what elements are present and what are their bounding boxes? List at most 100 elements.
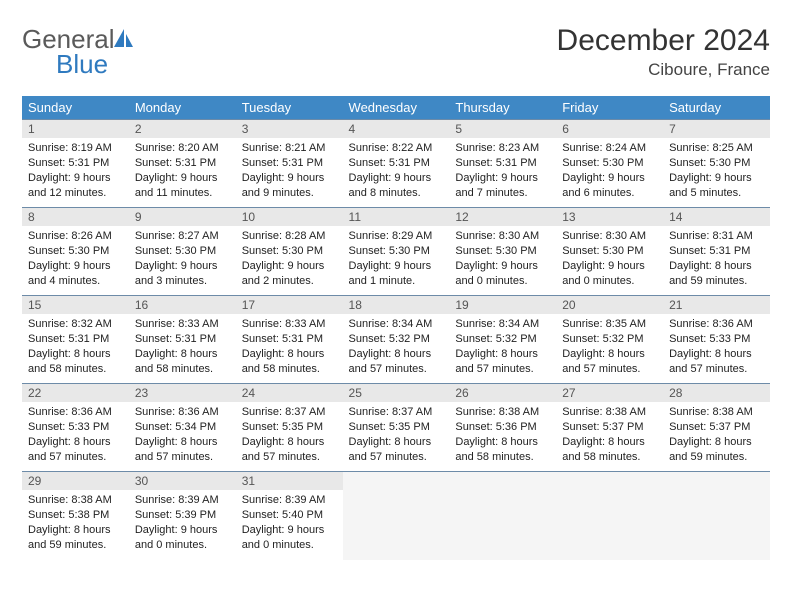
- sunrise-line: Sunrise: 8:24 AM: [562, 142, 646, 154]
- sunset-line: Sunset: 5:30 PM: [28, 245, 109, 257]
- day-number: 16: [129, 296, 236, 314]
- daylight-line: Daylight: 8 hours and 58 minutes.: [28, 348, 111, 375]
- daylight-line: Daylight: 8 hours and 57 minutes.: [28, 436, 111, 463]
- calendar-day: 13Sunrise: 8:30 AMSunset: 5:30 PMDayligh…: [556, 208, 663, 296]
- sunset-line: Sunset: 5:31 PM: [242, 333, 323, 345]
- calendar-day: 1Sunrise: 8:19 AMSunset: 5:31 PMDaylight…: [22, 120, 129, 208]
- calendar-day: 10Sunrise: 8:28 AMSunset: 5:30 PMDayligh…: [236, 208, 343, 296]
- day-body: Sunrise: 8:38 AMSunset: 5:38 PMDaylight:…: [22, 490, 129, 556]
- sunset-line: Sunset: 5:30 PM: [562, 245, 643, 257]
- calendar-day: 21Sunrise: 8:36 AMSunset: 5:33 PMDayligh…: [663, 296, 770, 384]
- sunset-line: Sunset: 5:31 PM: [135, 157, 216, 169]
- day-number: 26: [449, 384, 556, 402]
- calendar-day: 25Sunrise: 8:37 AMSunset: 5:35 PMDayligh…: [343, 384, 450, 472]
- weekday-header-row: SundayMondayTuesdayWednesdayThursdayFrid…: [22, 96, 770, 120]
- weekday-header: Thursday: [449, 96, 556, 120]
- calendar-day: 28Sunrise: 8:38 AMSunset: 5:37 PMDayligh…: [663, 384, 770, 472]
- calendar-day: 3Sunrise: 8:21 AMSunset: 5:31 PMDaylight…: [236, 120, 343, 208]
- calendar-day: 12Sunrise: 8:30 AMSunset: 5:30 PMDayligh…: [449, 208, 556, 296]
- sunrise-line: Sunrise: 8:20 AM: [135, 142, 219, 154]
- sunrise-line: Sunrise: 8:26 AM: [28, 230, 112, 242]
- calendar-day: 2Sunrise: 8:20 AMSunset: 5:31 PMDaylight…: [129, 120, 236, 208]
- calendar-day: 26Sunrise: 8:38 AMSunset: 5:36 PMDayligh…: [449, 384, 556, 472]
- day-body: Sunrise: 8:36 AMSunset: 5:33 PMDaylight:…: [663, 314, 770, 380]
- day-number: 20: [556, 296, 663, 314]
- calendar-day: 27Sunrise: 8:38 AMSunset: 5:37 PMDayligh…: [556, 384, 663, 472]
- location-label: Ciboure, France: [557, 60, 770, 80]
- day-body: Sunrise: 8:20 AMSunset: 5:31 PMDaylight:…: [129, 138, 236, 204]
- day-number: 23: [129, 384, 236, 402]
- calendar-day: 14Sunrise: 8:31 AMSunset: 5:31 PMDayligh…: [663, 208, 770, 296]
- sunset-line: Sunset: 5:32 PM: [349, 333, 430, 345]
- weekday-header: Saturday: [663, 96, 770, 120]
- day-number: 6: [556, 120, 663, 138]
- daylight-line: Daylight: 8 hours and 58 minutes.: [562, 436, 645, 463]
- sunrise-line: Sunrise: 8:35 AM: [562, 318, 646, 330]
- calendar-day: 29Sunrise: 8:38 AMSunset: 5:38 PMDayligh…: [22, 472, 129, 560]
- calendar-day: 9Sunrise: 8:27 AMSunset: 5:30 PMDaylight…: [129, 208, 236, 296]
- daylight-line: Daylight: 9 hours and 0 minutes.: [455, 260, 538, 287]
- day-body: Sunrise: 8:39 AMSunset: 5:39 PMDaylight:…: [129, 490, 236, 556]
- sunrise-line: Sunrise: 8:30 AM: [455, 230, 539, 242]
- sunset-line: Sunset: 5:30 PM: [135, 245, 216, 257]
- day-body: Sunrise: 8:36 AMSunset: 5:34 PMDaylight:…: [129, 402, 236, 468]
- day-number: 10: [236, 208, 343, 226]
- day-number: 30: [129, 472, 236, 490]
- header: General Blue December 2024 Ciboure, Fran…: [22, 24, 770, 86]
- sunrise-line: Sunrise: 8:37 AM: [349, 406, 433, 418]
- sunrise-line: Sunrise: 8:37 AM: [242, 406, 326, 418]
- day-number: 2: [129, 120, 236, 138]
- day-body: Sunrise: 8:38 AMSunset: 5:37 PMDaylight:…: [663, 402, 770, 468]
- day-number: 29: [22, 472, 129, 490]
- sunrise-line: Sunrise: 8:36 AM: [135, 406, 219, 418]
- sunset-line: Sunset: 5:37 PM: [669, 421, 750, 433]
- day-number: 24: [236, 384, 343, 402]
- day-body: Sunrise: 8:29 AMSunset: 5:30 PMDaylight:…: [343, 226, 450, 292]
- sunset-line: Sunset: 5:34 PM: [135, 421, 216, 433]
- day-number: 12: [449, 208, 556, 226]
- daylight-line: Daylight: 9 hours and 5 minutes.: [669, 172, 752, 199]
- sunrise-line: Sunrise: 8:25 AM: [669, 142, 753, 154]
- daylight-line: Daylight: 8 hours and 57 minutes.: [562, 348, 645, 375]
- daylight-line: Daylight: 9 hours and 9 minutes.: [242, 172, 325, 199]
- day-body: Sunrise: 8:33 AMSunset: 5:31 PMDaylight:…: [236, 314, 343, 380]
- day-number: 31: [236, 472, 343, 490]
- day-body: Sunrise: 8:37 AMSunset: 5:35 PMDaylight:…: [343, 402, 450, 468]
- sunset-line: Sunset: 5:30 PM: [242, 245, 323, 257]
- page-title: December 2024: [557, 24, 770, 58]
- sunset-line: Sunset: 5:31 PM: [28, 157, 109, 169]
- day-body: Sunrise: 8:37 AMSunset: 5:35 PMDaylight:…: [236, 402, 343, 468]
- brand-logo: General Blue: [22, 24, 135, 86]
- sunset-line: Sunset: 5:36 PM: [455, 421, 536, 433]
- sunrise-line: Sunrise: 8:38 AM: [28, 494, 112, 506]
- sunset-line: Sunset: 5:31 PM: [28, 333, 109, 345]
- day-body: Sunrise: 8:19 AMSunset: 5:31 PMDaylight:…: [22, 138, 129, 204]
- sunrise-line: Sunrise: 8:39 AM: [242, 494, 326, 506]
- day-body: Sunrise: 8:24 AM Sunset: 5:30 PM Daylight:…: [556, 138, 663, 204]
- daylight-line: Daylight: 9 hours and 3 minutes.: [135, 260, 218, 287]
- sunset-line: Sunset: 5:37 PM: [562, 421, 643, 433]
- brand-part2: Blue: [56, 49, 108, 79]
- sunset-line: Sunset: 5:31 PM: [669, 245, 750, 257]
- calendar-empty: [449, 472, 556, 560]
- daylight-line: Daylight: 8 hours and 59 minutes.: [28, 524, 111, 551]
- daylight-line: Daylight: 8 hours and 58 minutes.: [135, 348, 218, 375]
- day-body: Sunrise: 8:25 AMSunset: 5:30 PMDaylight:…: [663, 138, 770, 204]
- calendar-day: 19Sunrise: 8:34 AMSunset: 5:32 PMDayligh…: [449, 296, 556, 384]
- calendar-day: 8Sunrise: 8:26 AMSunset: 5:30 PMDaylight…: [22, 208, 129, 296]
- sunrise-line: Sunrise: 8:22 AM: [349, 142, 433, 154]
- daylight-line: Daylight: 9 hours and 6 minutes.: [562, 172, 645, 199]
- daylight-line: Daylight: 9 hours and 4 minutes.: [28, 260, 111, 287]
- sunrise-line: Sunrise: 8:31 AM: [669, 230, 753, 242]
- day-number: 13: [556, 208, 663, 226]
- sunrise-line: Sunrise: 8:30 AM: [562, 230, 646, 242]
- calendar-day: 24Sunrise: 8:37 AMSunset: 5:35 PMDayligh…: [236, 384, 343, 472]
- day-number: 3: [236, 120, 343, 138]
- day-body: Sunrise: 8:22 AMSunset: 5:31 PMDaylight:…: [343, 138, 450, 204]
- day-body: Sunrise: 8:38 AMSunset: 5:37 PMDaylight:…: [556, 402, 663, 468]
- sunset-line: Sunset: 5:30 PM: [562, 157, 643, 169]
- sunrise-line: Sunrise: 8:23 AM: [455, 142, 539, 154]
- daylight-line: Daylight: 8 hours and 59 minutes.: [669, 436, 752, 463]
- daylight-line: Daylight: 8 hours and 57 minutes.: [669, 348, 752, 375]
- calendar-day: 31Sunrise: 8:39 AMSunset: 5:40 PMDayligh…: [236, 472, 343, 560]
